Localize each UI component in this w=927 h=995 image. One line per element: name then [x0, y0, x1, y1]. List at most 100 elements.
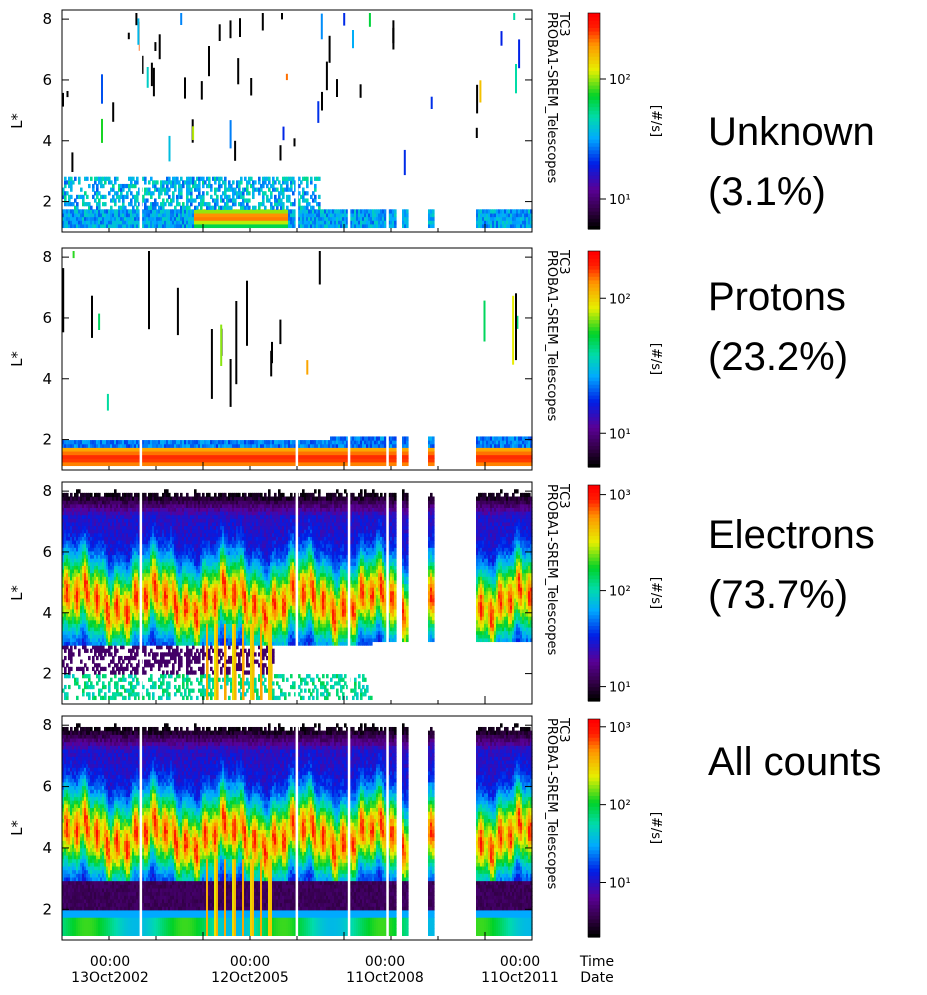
heatmap-cell: [298, 184, 301, 188]
heatmap-cell: [98, 692, 101, 696]
heatmap-cell: [72, 674, 75, 678]
heatmap-cell: [108, 685, 111, 689]
heatmap-cell: [432, 462, 435, 466]
heatmap-cell: [136, 180, 139, 184]
heatmap-cell: [318, 177, 321, 181]
heatmap-cell: [192, 177, 195, 181]
colorbar-cell: [588, 312, 600, 316]
colorbar-cell: [588, 345, 600, 349]
heatmap-cell: [98, 493, 101, 497]
colorbar-cell: [588, 153, 600, 157]
heatmap-cell: [204, 180, 207, 184]
category-label: Protons: [708, 275, 846, 319]
heatmap-cell: [84, 645, 87, 649]
heatmap-cell: [134, 202, 137, 206]
colorbar-cell: [588, 200, 600, 204]
heatmap-cell: [238, 188, 241, 192]
heatmap-cell: [122, 674, 125, 678]
heatmap-cell: [246, 188, 249, 192]
heatmap-cell: [98, 206, 101, 210]
heatmap-cell: [118, 198, 121, 202]
colorbar-cell: [588, 431, 600, 435]
heatmap-cell: [102, 656, 105, 660]
heatmap-cell: [306, 184, 309, 188]
heatmap-cell: [180, 191, 183, 195]
heatmap-cell: [216, 198, 219, 202]
y-tick-label: 6: [42, 309, 52, 327]
heatmap-cell: [319, 251, 321, 285]
colorbar-cell: [588, 45, 600, 49]
heatmap-cell: [74, 645, 77, 649]
colorbar-cell: [588, 337, 600, 341]
colorbar-cell: [588, 17, 600, 21]
heatmap-cell: [228, 180, 231, 184]
heatmap-cell: [208, 180, 211, 184]
heatmap-cell: [208, 177, 211, 181]
heatmap-cell: [268, 188, 271, 192]
heatmap-cell: [162, 198, 165, 202]
heatmap-cell: [306, 206, 309, 210]
heatmap-cell: [124, 696, 127, 700]
heatmap-cell: [122, 670, 125, 674]
heatmap-cell: [318, 206, 321, 210]
heatmap-cell: [130, 652, 133, 656]
heatmap-cell: [126, 191, 129, 195]
heatmap-cell: [300, 180, 303, 184]
heatmap-cell: [178, 202, 181, 206]
heatmap-cell: [102, 681, 105, 685]
colorbar-cell: [588, 78, 600, 82]
heatmap-cell: [286, 74, 288, 80]
heatmap-cell: [108, 649, 111, 653]
heatmap-cell: [266, 184, 269, 188]
colorbar-cell: [588, 391, 600, 395]
heatmap-cell: [71, 152, 73, 172]
heatmap-cell: [120, 656, 123, 660]
heatmap-cell: [112, 188, 115, 192]
heatmap-cell: [169, 136, 171, 162]
colorbar-cell: [588, 294, 600, 298]
colorbar-cell: [588, 89, 600, 93]
colorbar-cell: [588, 38, 600, 42]
heatmap-cell: [78, 649, 81, 653]
colorbar-cell: [588, 139, 600, 143]
heatmap-cell: [283, 127, 285, 141]
heatmap-cell: [314, 195, 317, 199]
colorbar-cell: [588, 204, 600, 208]
heatmap-cell: [501, 31, 503, 46]
colorbar-cell: [588, 13, 600, 17]
heatmap-cell: [406, 209, 409, 213]
data-gap-line: [348, 10, 351, 232]
heatmap-cell: [92, 184, 95, 188]
heatmap-cell: [84, 663, 87, 667]
heatmap-cell: [150, 195, 153, 199]
heatmap-cell: [166, 184, 169, 188]
heatmap-cell: [180, 195, 183, 199]
heatmap-cell: [156, 202, 159, 206]
colorbar-cell: [588, 161, 600, 165]
heatmap-cell: [82, 670, 85, 674]
heatmap-cell: [210, 195, 213, 199]
heatmap-cell: [188, 184, 191, 188]
colorbar-cell: [588, 262, 600, 266]
heatmap-cell: [120, 663, 123, 667]
heatmap-cell: [220, 325, 222, 366]
heatmap-cell: [270, 195, 273, 199]
heatmap-cell: [122, 660, 125, 664]
colorbar-cell: [588, 319, 600, 323]
colorbar-cell: [588, 157, 600, 161]
heatmap-cell: [392, 28, 394, 43]
y-tick-label: 2: [42, 431, 52, 449]
heatmap-cell: [92, 656, 95, 660]
heatmap-cell: [394, 458, 397, 462]
heatmap-cell: [130, 663, 133, 667]
heatmap-cell: [90, 649, 93, 653]
heatmap-cell: [136, 206, 139, 210]
heatmap-cell: [148, 188, 151, 192]
heatmap-cell: [394, 447, 397, 451]
heatmap-cell: [180, 188, 183, 192]
heatmap-cell: [96, 195, 99, 199]
heatmap-cell: [202, 177, 205, 181]
heatmap-cell: [314, 188, 317, 192]
